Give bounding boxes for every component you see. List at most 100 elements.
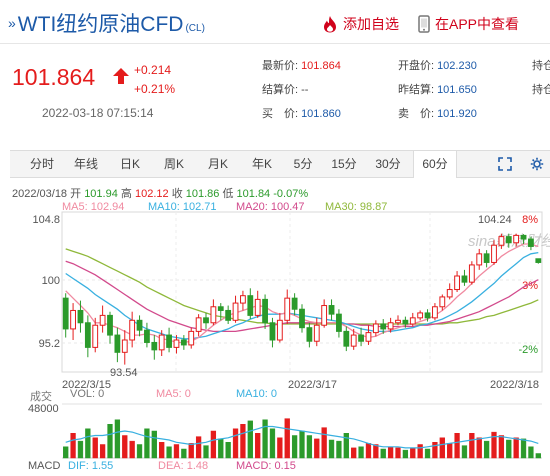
candle-body: [468, 264, 475, 283]
ask-price-cell: 卖 价: 101.920: [398, 105, 477, 121]
candle-body: [188, 330, 195, 346]
candle-body: [483, 253, 490, 263]
candle: [203, 312, 209, 329]
ma30-legend: MA30: 98.87: [325, 201, 387, 213]
tab-intraday[interactable]: 分时: [29, 157, 54, 171]
volume-bar: [447, 443, 453, 459]
candle: [491, 240, 497, 265]
volume-bar: [63, 446, 69, 459]
candle: [99, 305, 106, 333]
candle: [350, 328, 357, 350]
volume-bar: [410, 447, 416, 459]
volume-bar: [92, 437, 98, 459]
fullscreen-icon[interactable]: [498, 157, 512, 171]
candle-body: [121, 339, 128, 353]
candle-body: [195, 317, 202, 332]
tab-30min[interactable]: 30分: [375, 157, 401, 171]
vol-ma10: MA10: 0: [236, 388, 277, 400]
candle: [144, 322, 150, 348]
settle-price-cell: 结算价: --: [262, 81, 308, 97]
candle: [158, 330, 165, 356]
tab-daily-k[interactable]: 日K: [119, 157, 140, 171]
volume-bar: [402, 449, 409, 459]
candle-body: [498, 236, 505, 246]
phone-icon: [418, 15, 430, 33]
tab-monthly-k[interactable]: 月K: [207, 157, 228, 171]
latest-price-label: 最新价:: [262, 60, 299, 72]
vol-ma5: MA5: 0: [156, 388, 191, 400]
candle: [107, 311, 113, 344]
tab-weekly-k[interactable]: 周K: [163, 157, 184, 171]
candle-body: [535, 258, 542, 263]
macd-label: MACD: [28, 460, 61, 472]
ma5-value: 102.94: [90, 201, 125, 213]
volume-bar: [461, 445, 468, 459]
tab-15min[interactable]: 15分: [331, 157, 357, 171]
candle: [188, 327, 195, 349]
volume-bar: [358, 446, 364, 459]
candle: [446, 283, 453, 300]
y-tick-mid: 100: [42, 275, 60, 287]
candle: [321, 299, 328, 328]
candle: [62, 293, 69, 338]
open-price-cell: 开盘价: 102.230: [398, 57, 477, 73]
open-value: 101.94: [84, 188, 118, 200]
candle: [439, 294, 446, 311]
settings-icon[interactable]: [530, 157, 544, 171]
candle: [121, 330, 128, 365]
volume-bar: [395, 447, 401, 459]
volume-bar: [520, 438, 527, 459]
candle-body: [328, 305, 335, 315]
open-price-label: 开盘价:: [398, 60, 435, 72]
volume-bar: [247, 420, 253, 459]
candle: [387, 317, 394, 333]
tab-5min[interactable]: 5分: [293, 157, 313, 171]
candle: [313, 317, 320, 347]
volume-bar: [299, 430, 305, 459]
candle-body: [336, 313, 342, 332]
open-in-app-button[interactable]: 在APP中查看: [418, 14, 519, 34]
candle-body: [454, 275, 460, 291]
volume-bar: [306, 435, 313, 459]
low-annotation: 93.54: [110, 367, 138, 379]
candle-body: [424, 312, 431, 319]
volume-bar: [373, 444, 379, 459]
candle: [284, 289, 291, 324]
add-favorite-label: 添加自选: [343, 16, 399, 32]
latest-price-value: 101.864: [301, 60, 341, 72]
candle-body: [343, 330, 350, 347]
candle: [328, 299, 335, 321]
candle-body: [284, 297, 291, 321]
candle-body: [276, 319, 283, 341]
tab-yearly-k[interactable]: 年K: [251, 157, 272, 171]
bid-price-cell: 买 价: 101.860: [262, 105, 341, 121]
volume-bar: [159, 442, 165, 459]
candle: [476, 248, 483, 270]
candle: [417, 310, 424, 321]
candle: [291, 293, 298, 316]
up-arrow-icon: [113, 68, 129, 84]
candle: [358, 327, 364, 347]
open-price-value: 102.230: [437, 60, 477, 72]
candle: [483, 250, 490, 268]
candle-body: [136, 319, 143, 331]
volume-bar: [314, 438, 320, 459]
volume-bar: [210, 430, 217, 459]
flame-icon: [324, 16, 336, 33]
prev-settle-cell: 昨结算: 101.650: [398, 81, 477, 97]
settle-price-label: 结算价:: [262, 84, 299, 96]
candle: [535, 258, 542, 264]
tab-60min[interactable]: 60分: [413, 151, 457, 178]
candle: [520, 234, 527, 244]
ma30-name: MA30:: [325, 201, 357, 213]
close-label: 收: [171, 188, 183, 200]
high-label: 高: [120, 188, 132, 200]
tab-year-line[interactable]: 年线: [73, 157, 98, 171]
candle-body: [232, 302, 239, 321]
candle: [173, 335, 180, 354]
candle-body: [461, 275, 468, 283]
candle-body: [520, 234, 527, 240]
close-value: 101.86: [185, 188, 220, 200]
add-favorite-button[interactable]: 添加自选: [322, 14, 399, 34]
